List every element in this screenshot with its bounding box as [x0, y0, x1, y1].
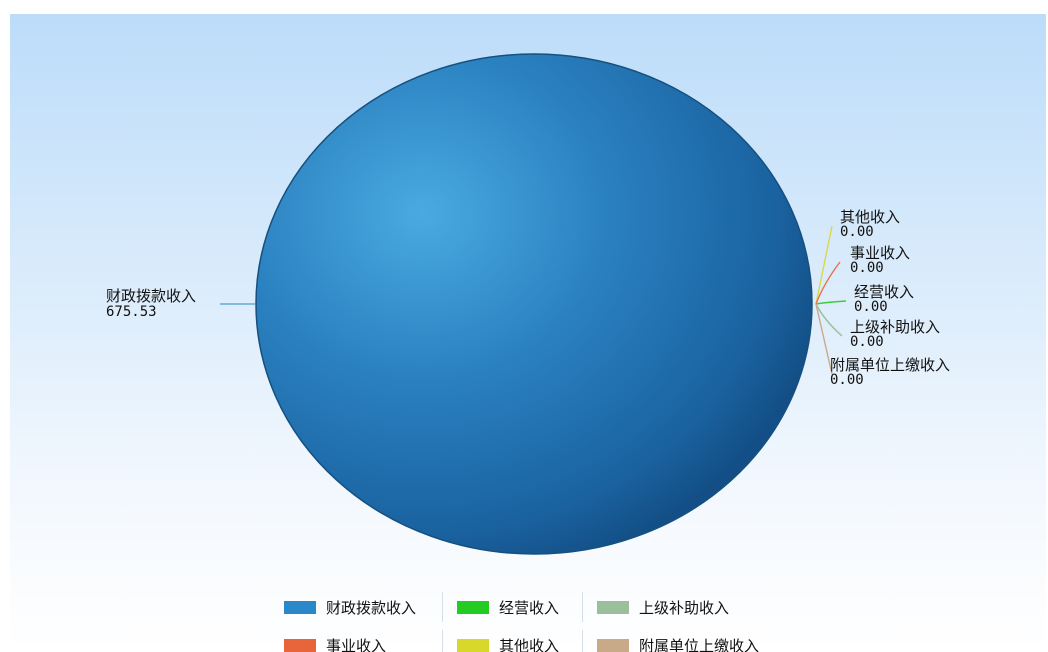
slice-label: 上级补助收入: [850, 318, 940, 336]
slice-label: 事业收入: [850, 244, 910, 262]
slice-value-label: 0.00: [840, 224, 874, 240]
leader-line: [815, 261, 841, 305]
legend-swatch: [284, 600, 316, 614]
legend-row: 财政拨款收入 经营收入 上级补助收入: [270, 588, 800, 626]
leader-line: [815, 300, 847, 305]
slice-label: 其他收入: [840, 208, 900, 226]
pie-slice[interactable]: [255, 53, 813, 555]
legend-item[interactable]: 附属单位上缴收入: [582, 630, 782, 652]
slice-value-label: 0.00: [850, 334, 884, 350]
slice-value-label: 0.00: [830, 372, 864, 388]
chart-panel: 财政拨款收入 675.53 其他收入 0.00 事业收入 0.00 经营收入 0.00 上级补助…: [10, 14, 1046, 652]
legend-label: 附属单位上缴收入: [639, 636, 760, 652]
legend-swatch: [457, 638, 489, 652]
slice-value-label: 675.53: [106, 304, 157, 320]
legend-item[interactable]: 其他收入: [442, 630, 582, 652]
slice-value-label: 0.00: [850, 260, 884, 276]
legend-swatch: [457, 600, 489, 614]
legend-item[interactable]: 上级补助收入: [582, 592, 782, 622]
slice-label: 经营收入: [854, 283, 914, 301]
legend-label: 其他收入: [499, 636, 560, 652]
legend-label: 上级补助收入: [639, 598, 730, 617]
slice-value-label: 0.00: [854, 299, 888, 315]
slice-label: 财政拨款收入: [106, 287, 196, 305]
legend-label: 事业收入: [326, 636, 387, 652]
legend-item[interactable]: 财政拨款收入: [270, 592, 442, 622]
legend-label: 财政拨款收入: [326, 598, 417, 617]
legend: 财政拨款收入 经营收入 上级补助收入事业收入 其他收入 附属单位上缴收入: [270, 588, 800, 652]
legend-swatch: [284, 638, 316, 652]
leader-line: [815, 303, 833, 375]
legend-swatch: [597, 600, 629, 614]
slice-label: 附属单位上缴收入: [830, 356, 950, 374]
pie-chart: 财政拨款收入675.53其他收入0.00事业收入0.00经营收入0.00上级补助…: [106, 53, 950, 555]
legend-swatch: [597, 638, 629, 652]
leader-line: [815, 303, 843, 337]
legend-row: 事业收入 其他收入 附属单位上缴收入: [270, 626, 800, 652]
leader-line: [815, 225, 833, 305]
legend-label: 经营收入: [499, 598, 560, 617]
legend-item[interactable]: 经营收入: [442, 592, 582, 622]
legend-item[interactable]: 事业收入: [270, 630, 442, 652]
